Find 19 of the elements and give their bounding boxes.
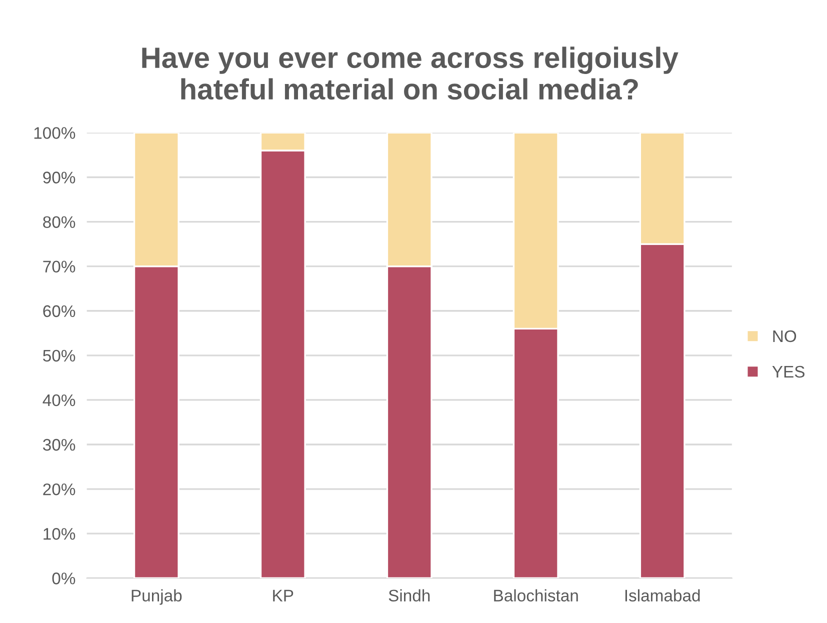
x-tick-label: Islamabad	[625, 589, 700, 602]
chart-title: Have you ever come across religoiusly hateful material on social media?	[142, 46, 678, 100]
x-tick-label: Balochistan	[494, 589, 578, 602]
y-tick-label: 100%	[34, 127, 76, 139]
y-tick-label: 90%	[43, 172, 76, 184]
y-tick-label: 30%	[43, 438, 76, 451]
y-tick-label: 20%	[43, 483, 76, 496]
y-tick-label: 10%	[44, 528, 76, 540]
y-tick-label: 0%	[52, 572, 76, 584]
legend-label: NO	[773, 330, 796, 342]
x-tick-label: KP	[273, 590, 294, 602]
y-tick-label: 80%	[43, 216, 76, 228]
y-tick-label: 40%	[42, 394, 76, 406]
y-tick-label: 60%	[43, 305, 76, 318]
legend-label: YES	[772, 366, 804, 378]
x-tick-label: Punjab	[132, 589, 182, 605]
x-tick-label: Sindh	[388, 589, 430, 602]
y-tick-label: 50%	[43, 350, 76, 362]
y-tick-label: 70%	[43, 260, 76, 273]
